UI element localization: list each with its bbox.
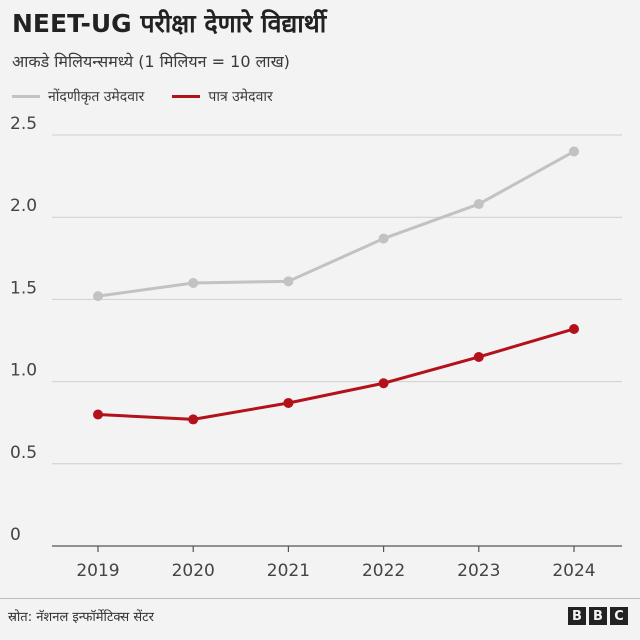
legend-swatch-registered: [12, 94, 40, 98]
legend-item-registered: नोंदणीकृत उमेदवार: [12, 87, 144, 106]
data-point-eligible: [93, 409, 103, 420]
series-line-registered: [96, 149, 576, 298]
data-point-eligible: [283, 397, 294, 408]
y-tick-label: 2.0: [10, 196, 37, 216]
data-point-eligible: [188, 414, 199, 425]
bbc-logo-letter: B: [568, 607, 586, 625]
data-point-eligible: [473, 351, 484, 362]
data-point-registered: [188, 277, 199, 288]
x-tick-label: 2021: [267, 561, 310, 581]
x-tick-label: 2024: [552, 561, 595, 581]
source-note: स्रोत: नॅशनल इन्फॉर्मेटिक्स सेंटर: [8, 610, 154, 625]
legend: नोंदणीकृत उमेदवार पात्र उमेदवार: [12, 86, 301, 106]
y-tick-label: 1.0: [10, 361, 37, 381]
x-tick-label: 2022: [362, 561, 405, 581]
data-point-registered: [378, 233, 389, 244]
data-point-registered: [93, 291, 103, 302]
footer-divider: [0, 598, 640, 599]
y-tick-label: 2.5: [10, 114, 37, 134]
chart-subtitle: आकडे मिलियन्समध्ये (1 मिलियन = 10 लाख): [12, 52, 290, 71]
x-tick-label: 2019: [76, 561, 119, 581]
bbc-logo: B B C: [565, 607, 628, 625]
data-point-eligible: [569, 323, 579, 334]
legend-label-registered: नोंदणीकृत उमेदवार: [48, 88, 145, 105]
bbc-logo-letter: B: [589, 607, 607, 625]
y-tick-label: 1.5: [10, 278, 37, 298]
legend-item-eligible: पात्र उमेदवार: [172, 87, 273, 106]
legend-swatch-eligible: [172, 94, 201, 98]
series-line-eligible: [96, 327, 576, 421]
x-tick-label: 2020: [172, 561, 215, 581]
legend-label-eligible: पात्र उमेदवार: [208, 88, 273, 105]
y-tick-label: 0.5: [10, 443, 37, 463]
x-tick-label: 2023: [457, 561, 500, 581]
chart-title: NEET-UG परीक्षा देणारे विद्यार्थी: [12, 9, 327, 38]
line-chart: 0 0.5 1.0 1.5 2.0 2.5 2019 2020 2021 2022 2023 2024: [10, 114, 622, 581]
data-point-registered: [473, 199, 484, 210]
data-point-registered: [569, 146, 579, 157]
y-tick-label: 0: [10, 525, 21, 545]
data-point-eligible: [378, 378, 389, 389]
bbc-logo-letter: C: [610, 607, 628, 625]
data-point-registered: [283, 276, 294, 287]
